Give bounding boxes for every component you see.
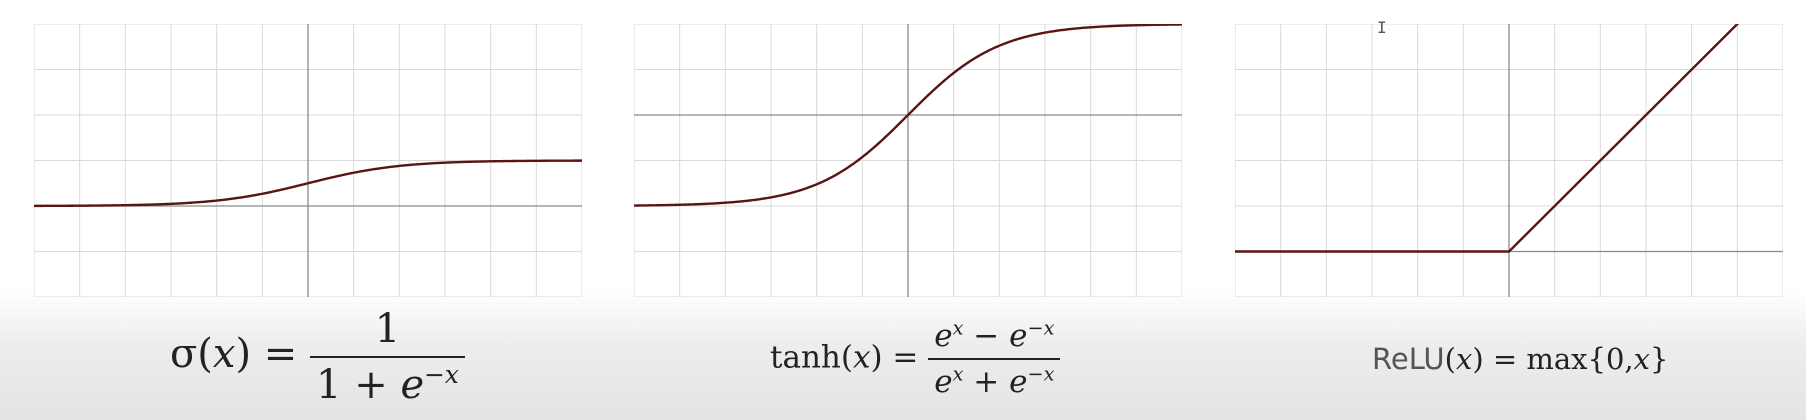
relu-plot: [1235, 24, 1783, 297]
sigmoid-den-exp: −x: [424, 360, 459, 390]
tanh-num-e1: e: [934, 318, 953, 354]
sigmoid-denominator: 1 + e−x: [310, 358, 465, 408]
sigmoid-fraction: 1 1 + e−x: [310, 306, 465, 408]
tanh-den-op: +: [963, 364, 1010, 400]
tanh-var: x: [852, 339, 871, 376]
tanh-denominator: ex + e−x: [928, 360, 1060, 400]
sigmoid-den-e: e: [400, 362, 425, 408]
relu-close: }: [1650, 342, 1669, 376]
relu-curve: [1235, 24, 1740, 253]
tanh-rhs: ) =: [870, 339, 919, 376]
fraction-bar: [310, 356, 465, 358]
sigmoid-var: x: [212, 331, 236, 377]
sigmoid-lhs: σ(: [170, 331, 213, 377]
tanh-num-exp2: −x: [1027, 316, 1055, 340]
tanh-den-e2: e: [1009, 364, 1028, 400]
sigmoid-numerator: 1: [374, 306, 401, 352]
tanh-num-exp1: x: [952, 316, 964, 340]
tanh-curve: [634, 24, 1182, 207]
relu-open: (: [1444, 342, 1456, 376]
relu-var2: x: [1633, 342, 1650, 376]
text-cursor-icon: I: [1377, 18, 1387, 37]
relu-mid: ) = max{0,: [1472, 342, 1634, 376]
tanh-den-exp1: x: [952, 362, 964, 386]
tanh-plot: [634, 24, 1182, 297]
tanh-formula: tanh(x) = ex − e−x ex + e−x: [770, 318, 1061, 400]
tanh-fraction: ex − e−x ex + e−x: [928, 318, 1061, 400]
sigmoid-plot: [34, 24, 582, 297]
tanh-num-e2: e: [1009, 318, 1028, 354]
sigmoid-chart: [34, 24, 582, 297]
tanh-den-exp2: −x: [1027, 362, 1055, 386]
sigmoid-formula: σ(x) = 1 1 + e−x: [170, 306, 465, 408]
tanh-numerator: ex − e−x: [928, 318, 1060, 358]
relu-chart: [1235, 24, 1783, 297]
tanh-lhs: tanh(: [770, 339, 853, 376]
sigmoid-curve: [34, 159, 582, 208]
tanh-den-e1: e: [934, 364, 953, 400]
fraction-bar: [928, 358, 1061, 360]
tanh-num-op: −: [963, 318, 1010, 354]
relu-var: x: [1455, 342, 1473, 376]
tanh-chart: [634, 24, 1182, 297]
relu-name: ReLU: [1372, 342, 1445, 376]
sigmoid-rhs: ) =: [235, 331, 298, 377]
relu-formula: ReLU(x) = max{0,x}: [1372, 342, 1668, 376]
sigmoid-den-a: 1 +: [316, 362, 401, 408]
